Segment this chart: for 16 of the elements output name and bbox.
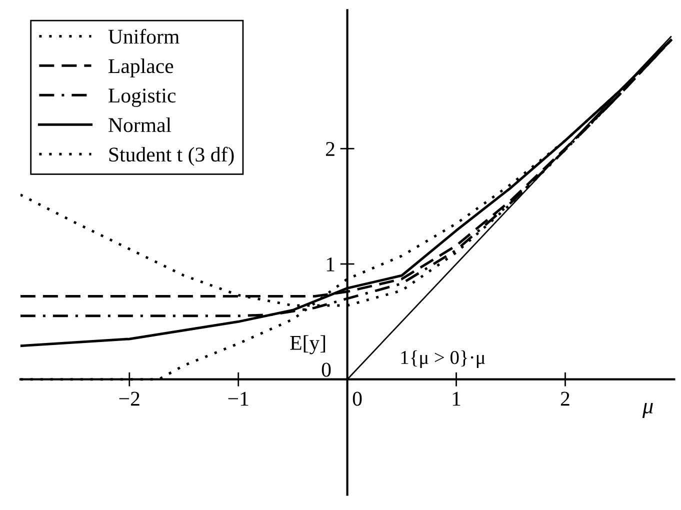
- x-tick-label: 1: [452, 392, 460, 406]
- y-tick-label: 1: [326, 257, 334, 272]
- y-axis-title: E[y]: [290, 335, 326, 354]
- x-tick-label: −1: [228, 392, 248, 406]
- x-tick-label: 2: [560, 392, 570, 406]
- legend-label: Normal: [108, 117, 172, 132]
- legend-label: Laplace: [108, 58, 174, 78]
- y-tick-label: 2: [326, 142, 334, 156]
- annotation: 1{μ > 0}·μ: [401, 350, 485, 368]
- legend-label: Logistic: [108, 88, 176, 107]
- x-tick-label: 0: [352, 392, 362, 406]
- legend-label: Student t (3 df): [109, 146, 234, 166]
- y-tick-label: 0: [322, 362, 331, 377]
- legend-label: Uniform: [108, 28, 180, 44]
- x-axis-title: μ: [642, 403, 653, 418]
- x-tick-label: −2: [119, 392, 140, 406]
